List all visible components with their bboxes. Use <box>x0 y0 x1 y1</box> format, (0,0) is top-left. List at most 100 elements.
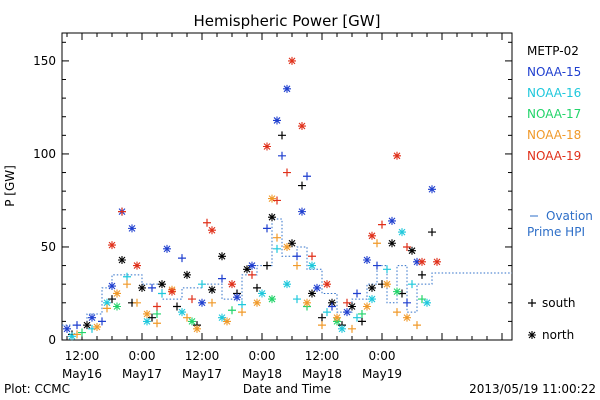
south-point <box>348 324 356 333</box>
x-tick-time-label: 0:00 <box>369 349 396 363</box>
south-point <box>373 261 381 270</box>
north-point <box>93 322 101 331</box>
north-point <box>423 298 431 307</box>
north-point <box>208 285 216 294</box>
south-point <box>238 300 246 309</box>
south-point <box>203 218 211 227</box>
north-point <box>68 332 76 341</box>
south-point <box>308 252 316 261</box>
north-point <box>393 151 401 160</box>
south-point <box>103 304 111 313</box>
y-axis: 0 50 100 150 <box>33 41 512 347</box>
south-point <box>158 289 166 298</box>
north-point <box>363 302 371 311</box>
north-point <box>243 265 251 274</box>
x-axis-label: Date and Time <box>243 382 331 396</box>
north-point <box>88 313 96 322</box>
north-point <box>348 302 356 311</box>
north-point <box>268 194 276 203</box>
south-point <box>293 261 301 270</box>
north-point <box>398 228 406 237</box>
north-point <box>263 142 271 151</box>
footer-plot-credit: Plot: CCMC <box>4 382 70 396</box>
series-noaa-19 <box>108 56 441 311</box>
north-point <box>208 226 216 235</box>
south-point <box>178 254 186 263</box>
south-point <box>123 272 131 281</box>
x-tick-date-label: May16 <box>62 367 102 381</box>
x-tick-time-label: 12:00 <box>65 349 100 363</box>
north-point <box>403 313 411 322</box>
x-tick-date-label: May19 <box>362 367 402 381</box>
south-point <box>148 283 156 292</box>
north-point <box>113 302 121 311</box>
x-tick-time-label: 12:00 <box>185 349 220 363</box>
legend-entry-noaa-18: NOAA-18 <box>527 128 581 142</box>
south-point <box>123 280 131 289</box>
south-point <box>293 252 301 261</box>
series-noaa-18 <box>73 194 421 339</box>
plot-frame <box>61 32 513 341</box>
north-point <box>408 246 416 255</box>
north-point <box>168 287 176 296</box>
ovation-legend-label: Ovation <box>546 209 593 223</box>
south-point <box>298 181 306 190</box>
north-point <box>258 289 266 298</box>
north-point <box>133 261 141 270</box>
north-point <box>433 257 441 266</box>
south-point <box>198 280 206 289</box>
north-point <box>313 283 321 292</box>
series-noaa-17 <box>78 287 426 337</box>
marker-legend-label: north <box>542 328 574 342</box>
south-point <box>358 317 366 326</box>
north-point <box>103 298 111 307</box>
north-point <box>428 185 436 194</box>
ovation-legend-label: Prime HPI <box>527 225 585 239</box>
south-point <box>108 295 116 304</box>
north-point <box>343 308 351 317</box>
footer-timestamp: 2013/05/19 11:00:22 <box>469 382 596 396</box>
x-tick-time-label: 0:00 <box>129 349 156 363</box>
north-point <box>368 283 376 292</box>
north-point <box>298 207 306 216</box>
south-point <box>273 233 281 242</box>
legend-entry-metp-02: METP-02 <box>527 44 579 58</box>
north-point <box>268 295 276 304</box>
south-point <box>228 306 236 315</box>
south-point <box>393 308 401 317</box>
north-point <box>108 241 116 250</box>
north-point <box>308 289 316 298</box>
north-point <box>283 242 291 251</box>
north-point <box>108 282 116 291</box>
north-point <box>63 324 71 333</box>
south-point <box>238 308 246 317</box>
north-point <box>233 293 241 302</box>
north-point <box>138 283 146 292</box>
south-point <box>153 309 161 318</box>
x-tick-date-label: May18 <box>302 367 342 381</box>
ovation-hpi-line <box>62 218 512 326</box>
north-point <box>368 231 376 240</box>
south-point <box>358 309 366 318</box>
south-point <box>343 298 351 307</box>
north-point <box>323 280 331 289</box>
south-point <box>293 295 301 304</box>
south-point <box>383 265 391 274</box>
south-point <box>318 321 326 330</box>
north-point <box>193 324 201 333</box>
north-point <box>393 287 401 296</box>
legend-entry-noaa-15: NOAA-15 <box>527 65 581 79</box>
south-point <box>208 298 216 307</box>
chart-title: Hemispheric Power [GW] <box>194 12 381 30</box>
south-point <box>413 321 421 330</box>
y-axis-label: P [GW] <box>3 165 17 207</box>
north-point <box>363 255 371 264</box>
south-point <box>253 283 261 292</box>
x-tick-date-label: May17 <box>182 367 222 381</box>
north-point <box>143 309 151 318</box>
legend-entry-noaa-17: NOAA-17 <box>527 107 581 121</box>
south-point <box>248 270 256 279</box>
north-point <box>158 280 166 289</box>
north-point <box>228 280 236 289</box>
south-point <box>528 299 536 307</box>
